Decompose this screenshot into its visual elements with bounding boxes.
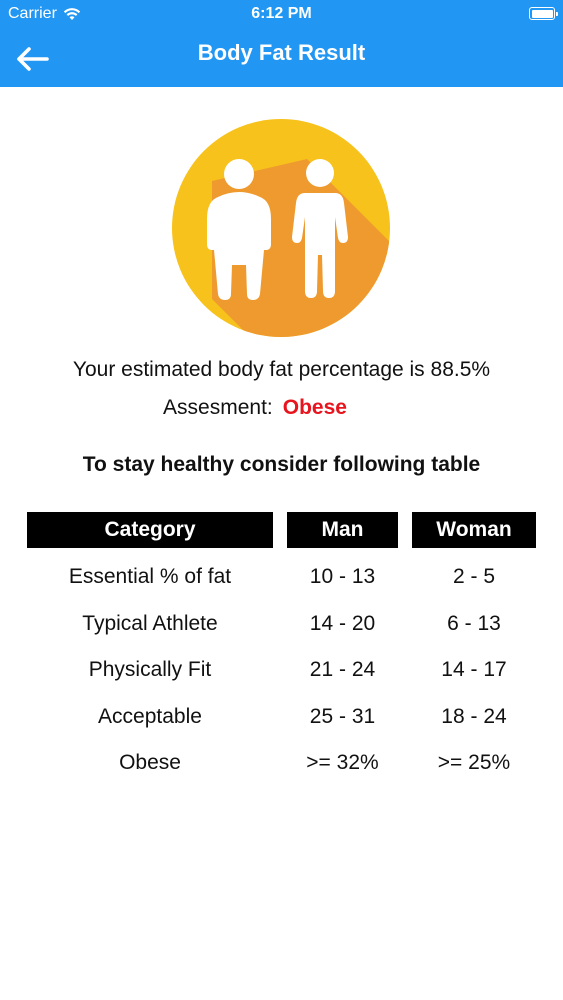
row-category-acceptable: Acceptable (98, 705, 202, 728)
row-woman-essential: 2 - 5 (452, 565, 496, 588)
result-text: Your estimated body fat percentage is 88… (72, 358, 491, 381)
row-category-essential: Essential % of fat (68, 565, 232, 588)
advice-text: To stay healthy consider following table (82, 453, 481, 476)
battery-icon (529, 7, 558, 20)
arrow-left-icon (17, 47, 49, 71)
carrier-label: Carrier (8, 5, 57, 22)
assessment-label: Assesment: (163, 396, 273, 419)
wifi-icon (63, 8, 81, 20)
back-button[interactable] (10, 39, 54, 79)
nav-bar: Body Fat Result (0, 30, 563, 87)
row-category-athlete: Typical Athlete (82, 612, 218, 635)
row-man-athlete: 14 - 20 (309, 612, 376, 635)
assessment-value: Obese (282, 396, 347, 419)
carrier-indicator: Carrier (8, 5, 81, 23)
row-man-obese: >= 32% (306, 751, 379, 774)
row-category-fit: Physically Fit (88, 658, 212, 681)
page-title: Body Fat Result (197, 40, 366, 65)
row-woman-fit: 14 - 17 (441, 658, 507, 681)
status-time: 6:12 PM (251, 5, 312, 22)
row-woman-athlete: 6 - 13 (447, 612, 501, 635)
column-header-man: Man (287, 512, 398, 548)
row-man-essential: 10 - 13 (309, 565, 376, 588)
body-figures-icon (172, 119, 390, 337)
assessment-line: Assesment: Obese (0, 396, 510, 420)
column-header-woman: Woman (412, 512, 536, 548)
row-man-acceptable: 25 - 31 (309, 705, 376, 728)
row-woman-obese: >= 25% (437, 751, 511, 774)
column-header-category: Category (27, 512, 273, 548)
status-bar: Carrier 6:12 PM (0, 0, 563, 30)
row-woman-acceptable: 18 - 24 (441, 705, 507, 728)
row-category-obese: Obese (119, 751, 181, 774)
row-man-fit: 21 - 24 (309, 658, 376, 681)
